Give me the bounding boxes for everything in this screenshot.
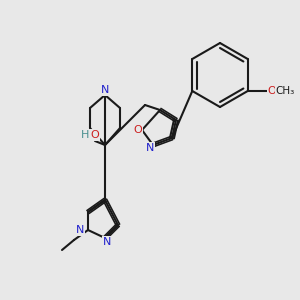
Text: N: N bbox=[103, 237, 111, 247]
Text: H: H bbox=[81, 130, 89, 140]
Text: O: O bbox=[91, 130, 99, 140]
Text: O: O bbox=[267, 86, 276, 96]
Text: N: N bbox=[146, 143, 154, 153]
Text: N: N bbox=[76, 225, 84, 235]
Text: O: O bbox=[134, 125, 142, 135]
Text: CH₃: CH₃ bbox=[275, 86, 294, 96]
Text: N: N bbox=[101, 85, 109, 95]
